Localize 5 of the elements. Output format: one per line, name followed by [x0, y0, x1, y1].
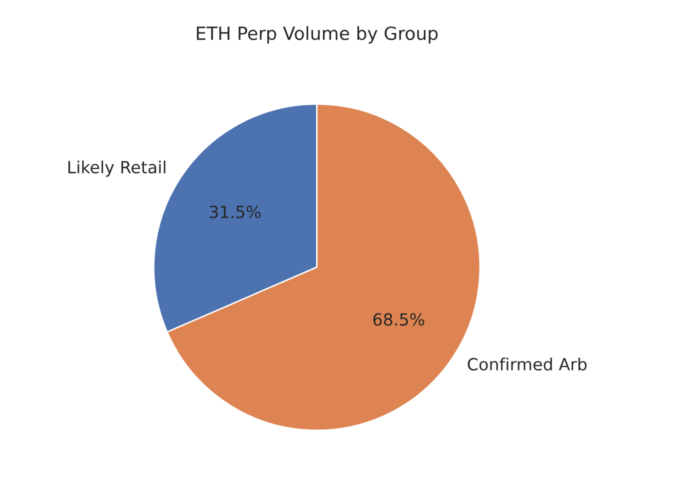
data-label: 31.5%: [210, 206, 261, 218]
chart-title: ETH Perp Volume by Group: [196, 26, 438, 44]
slice-label: Likely Retail: [68, 160, 166, 177]
slice-label: Confirmed Arb: [468, 358, 587, 371]
data-label: 68.5%: [373, 313, 424, 326]
